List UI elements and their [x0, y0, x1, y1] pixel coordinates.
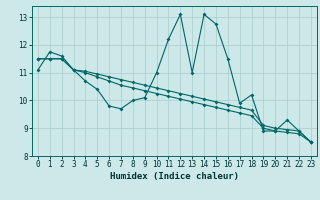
- X-axis label: Humidex (Indice chaleur): Humidex (Indice chaleur): [110, 172, 239, 181]
